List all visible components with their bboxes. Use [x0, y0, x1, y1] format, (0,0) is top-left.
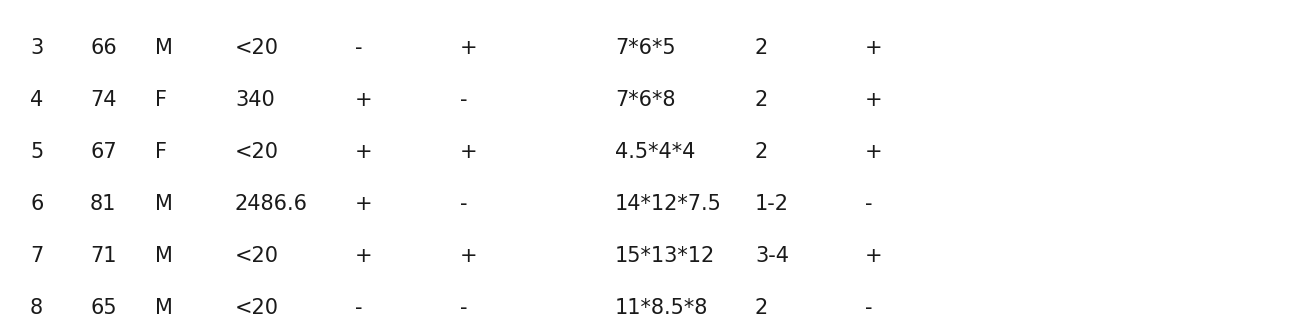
Text: -: - [355, 38, 363, 58]
Text: -: - [459, 298, 467, 318]
Text: M: M [155, 38, 172, 58]
Text: 74: 74 [90, 90, 116, 110]
Text: <20: <20 [235, 38, 279, 58]
Text: +: + [459, 38, 478, 58]
Text: 7*6*8: 7*6*8 [615, 90, 676, 110]
Text: 65: 65 [90, 298, 116, 318]
Text: 4: 4 [30, 90, 43, 110]
Text: +: + [355, 90, 373, 110]
Text: 14*12*7.5: 14*12*7.5 [615, 194, 722, 214]
Text: 7: 7 [30, 246, 43, 266]
Text: 2486.6: 2486.6 [235, 194, 308, 214]
Text: 8: 8 [30, 298, 43, 318]
Text: 340: 340 [235, 90, 275, 110]
Text: 1-2: 1-2 [756, 194, 790, 214]
Text: <20: <20 [235, 246, 279, 266]
Text: 3-4: 3-4 [756, 246, 790, 266]
Text: 2: 2 [756, 142, 769, 162]
Text: +: + [459, 142, 478, 162]
Text: 66: 66 [90, 38, 116, 58]
Text: -: - [865, 194, 873, 214]
Text: M: M [155, 246, 172, 266]
Text: +: + [355, 194, 373, 214]
Text: +: + [865, 38, 882, 58]
Text: 81: 81 [90, 194, 116, 214]
Text: 2: 2 [756, 90, 769, 110]
Text: +: + [355, 142, 373, 162]
Text: 15*13*12: 15*13*12 [615, 246, 715, 266]
Text: 67: 67 [90, 142, 116, 162]
Text: +: + [355, 246, 373, 266]
Text: +: + [865, 246, 882, 266]
Text: M: M [155, 298, 172, 318]
Text: F: F [155, 90, 167, 110]
Text: +: + [459, 246, 478, 266]
Text: F: F [155, 142, 167, 162]
Text: 7*6*5: 7*6*5 [615, 38, 676, 58]
Text: 6: 6 [30, 194, 43, 214]
Text: <20: <20 [235, 142, 279, 162]
Text: 2: 2 [756, 298, 769, 318]
Text: -: - [459, 194, 467, 214]
Text: 11*8.5*8: 11*8.5*8 [615, 298, 709, 318]
Text: -: - [865, 298, 873, 318]
Text: 3: 3 [30, 38, 43, 58]
Text: -: - [459, 90, 467, 110]
Text: +: + [865, 90, 882, 110]
Text: <20: <20 [235, 298, 279, 318]
Text: 5: 5 [30, 142, 43, 162]
Text: -: - [355, 298, 363, 318]
Text: 2: 2 [756, 38, 769, 58]
Text: 71: 71 [90, 246, 116, 266]
Text: 4.5*4*4: 4.5*4*4 [615, 142, 696, 162]
Text: +: + [865, 142, 882, 162]
Text: M: M [155, 194, 172, 214]
